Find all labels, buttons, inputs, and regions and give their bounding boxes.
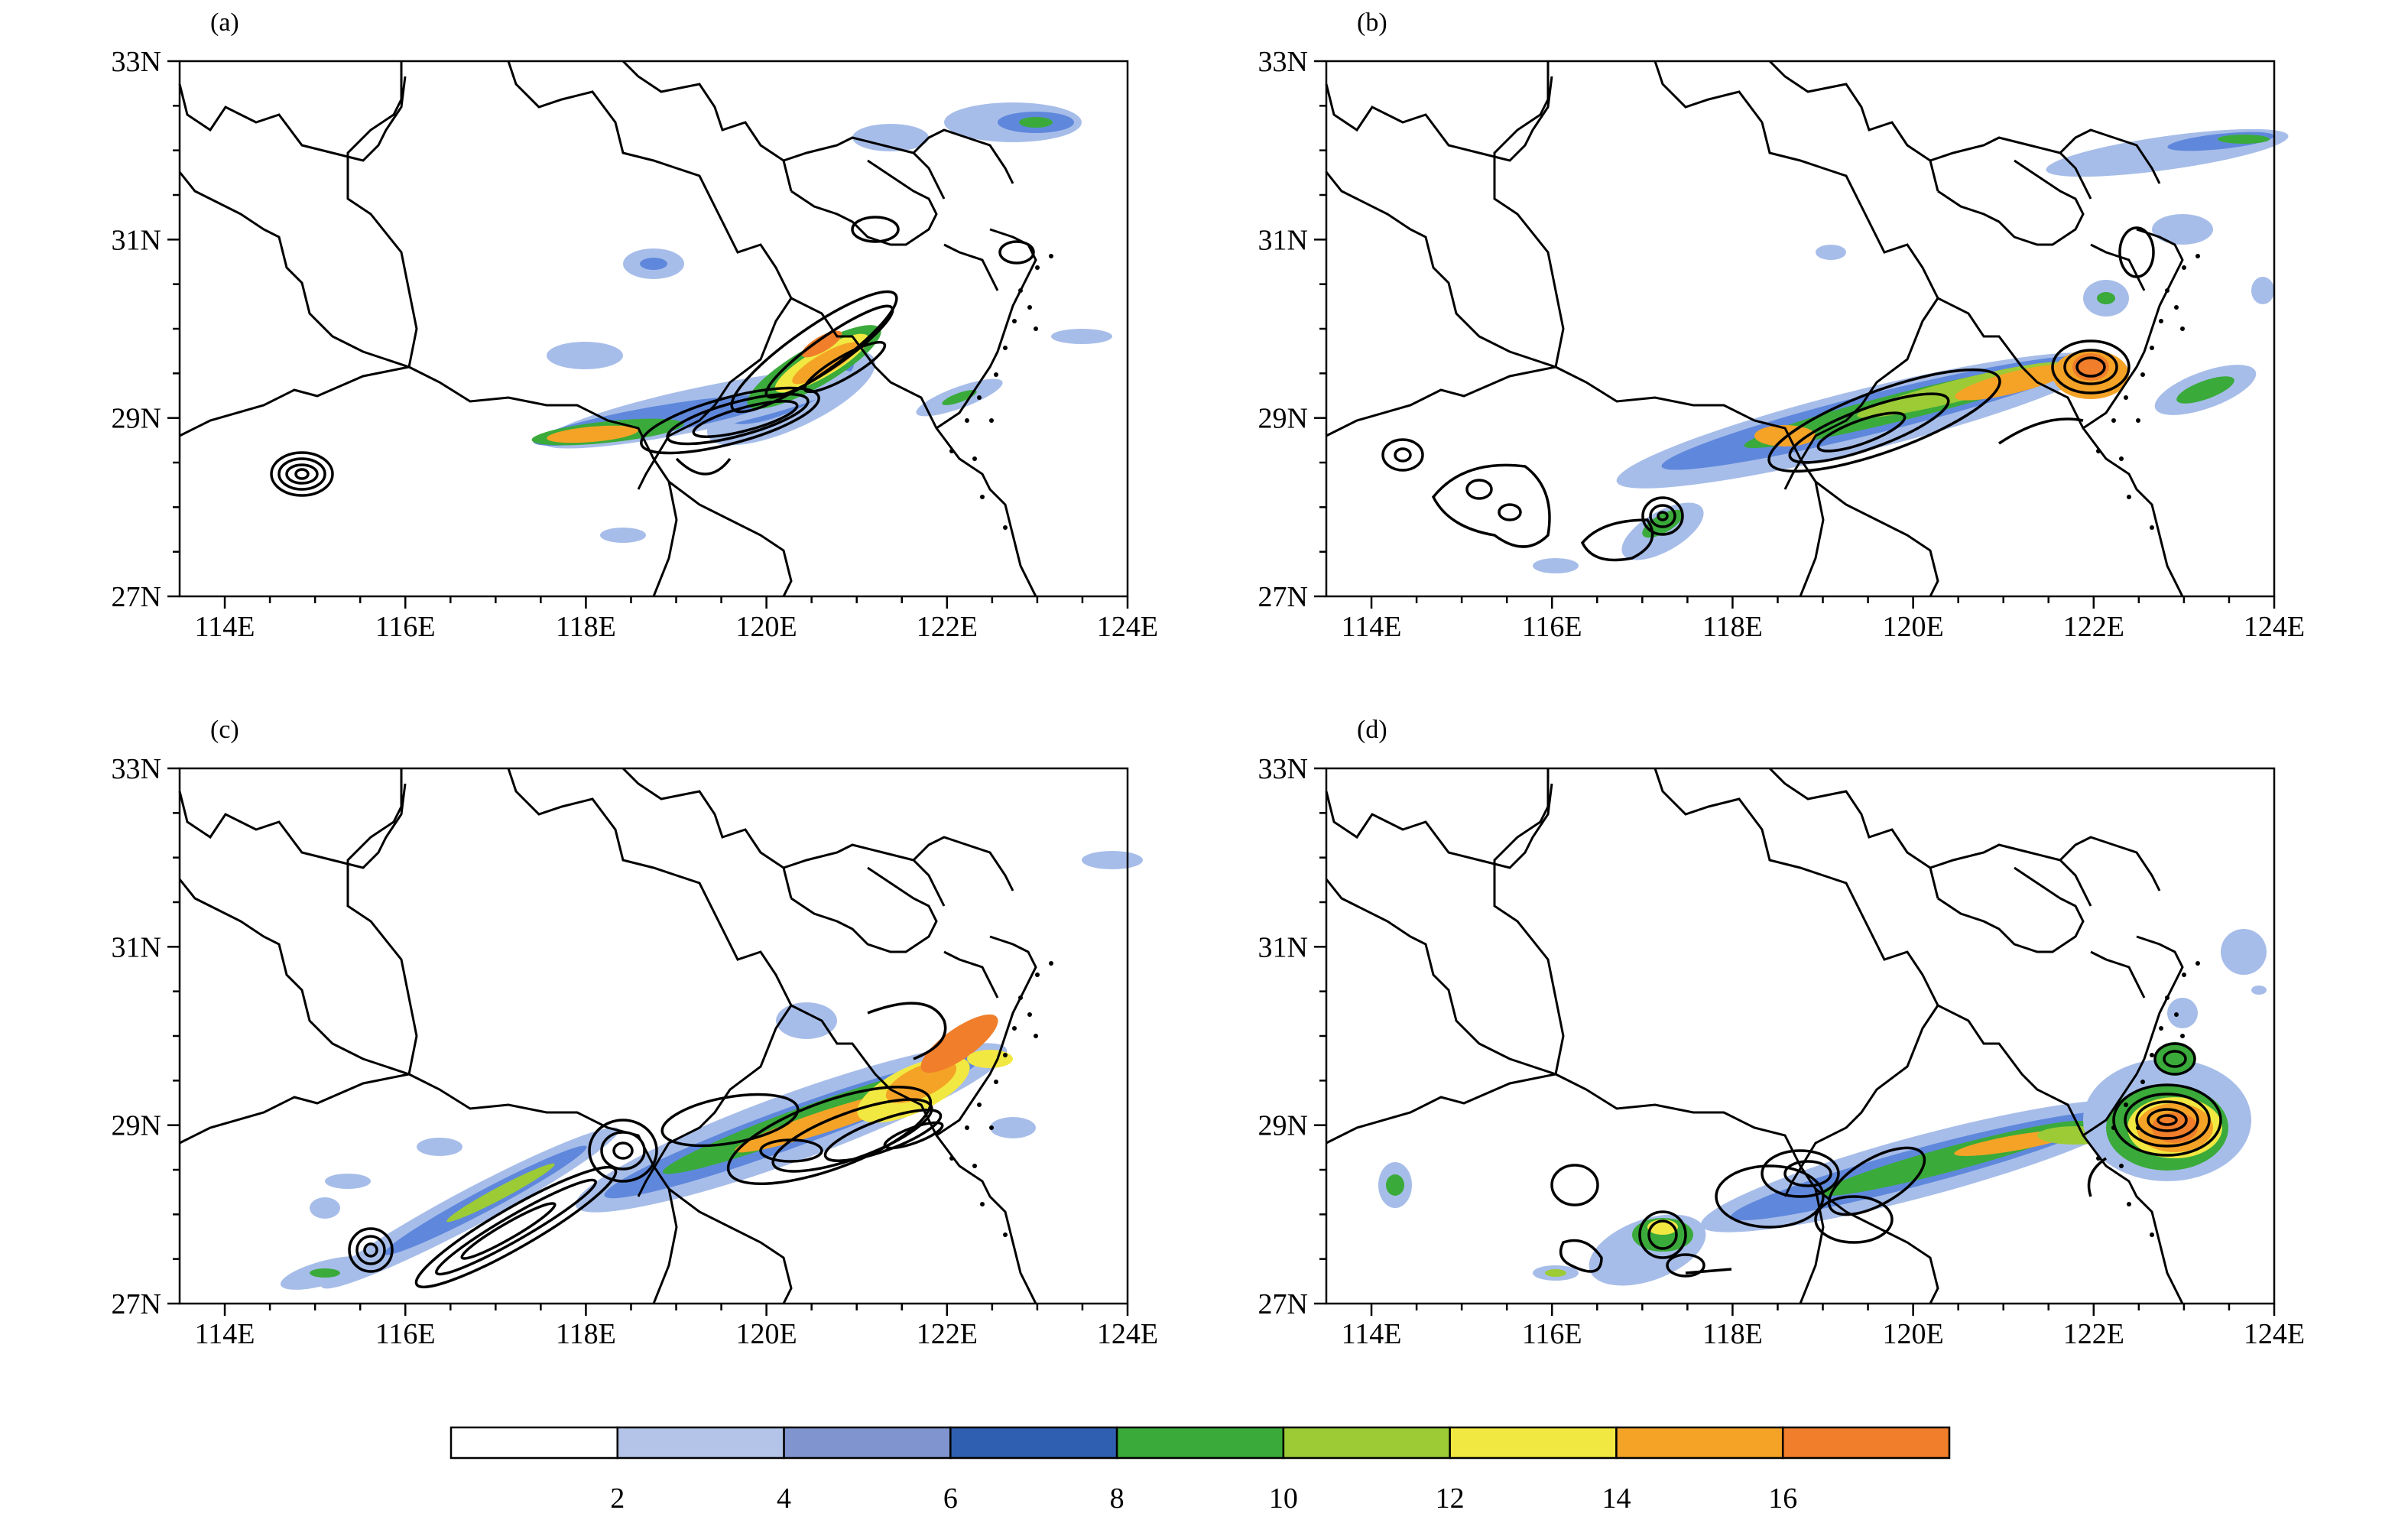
colorbar-swatch — [1449, 1426, 1618, 1460]
lon-tick-label: 116E — [1522, 1318, 1582, 1350]
panel-a: (a) — [178, 8, 1129, 598]
lat-tick-label: 27N — [112, 581, 161, 613]
lat-tick-label: 31N — [1258, 224, 1308, 256]
lat-tick-label: 29N — [1258, 1110, 1308, 1142]
lon-tick-label: 122E — [2063, 1318, 2124, 1350]
colorbar-tick-label: 6 — [943, 1482, 958, 1515]
colorbar-tick-label: 10 — [1269, 1482, 1298, 1515]
lon-tick-label: 124E — [1097, 611, 1158, 643]
contour-lines — [348, 1002, 947, 1289]
lat-tick-label: 31N — [112, 931, 161, 963]
panel-d: (d) — [1325, 716, 2276, 1305]
panel-label: (b) — [1357, 8, 1387, 37]
lon-tick-label: 116E — [1522, 611, 1582, 643]
panel-axes: 114E 116E 118E 120E 122E 124E 27N 29N 31N 33N — [1258, 753, 2306, 1350]
lat-tick-label: 29N — [112, 1110, 161, 1142]
colorbar-tick-label: 14 — [1602, 1482, 1631, 1515]
lat-tick-label: 33N — [1258, 753, 1308, 785]
panel-label: (a) — [210, 8, 239, 37]
lon-tick-label: 124E — [2244, 1318, 2305, 1350]
lat-tick-label: 33N — [1258, 46, 1308, 78]
panel-axes: 114E 116E 118E 120E 122E 124E 27N 29N 31N 33N — [1258, 46, 2306, 643]
colorbar-swatch — [1781, 1426, 1951, 1460]
lon-tick-label: 124E — [1097, 1318, 1158, 1350]
lon-tick-label: 114E — [1342, 1318, 1402, 1350]
colorbar-swatch — [1115, 1426, 1285, 1460]
lon-tick-label: 116E — [375, 611, 436, 643]
lon-tick-label: 120E — [736, 1318, 797, 1350]
lat-tick-label: 29N — [112, 403, 161, 435]
lon-tick-label: 122E — [917, 611, 978, 643]
colorbar-tick-label: 4 — [777, 1482, 791, 1515]
contour-lines — [270, 216, 1035, 497]
panel-c: (c) — [178, 716, 1143, 1305]
panel-label: (d) — [1357, 716, 1387, 744]
lon-tick-label: 118E — [1702, 611, 1763, 643]
colorbar-swatch — [783, 1426, 952, 1460]
lon-tick-label: 120E — [1883, 1318, 1944, 1350]
panel-b: (b) — [1325, 8, 2289, 598]
lon-tick-label: 114E — [195, 1318, 255, 1350]
colorbar-tick-label: 8 — [1110, 1482, 1124, 1515]
axes-layer: 114E 116E 118E 120E 122E 124E27N29N31N33N114E… — [112, 46, 2306, 1350]
colorbar-swatch — [616, 1426, 785, 1460]
colorbar-swatch — [949, 1426, 1118, 1460]
lon-tick-label: 124E — [2244, 611, 2305, 643]
map-frame — [1325, 60, 2276, 598]
precipitation-shading — [531, 102, 1112, 543]
lon-tick-label: 116E — [375, 1318, 436, 1350]
lat-tick-label: 27N — [1258, 581, 1308, 613]
panel-label: (c) — [210, 716, 239, 744]
lat-tick-label: 31N — [1258, 931, 1308, 963]
colorbar-swatch — [449, 1426, 619, 1460]
colorbar-tick-label: 12 — [1436, 1482, 1465, 1515]
lon-tick-label: 120E — [1883, 611, 1944, 643]
precipitation-shading — [1378, 929, 2267, 1286]
precipitation-shading — [280, 851, 1143, 1290]
lat-tick-label: 33N — [112, 46, 161, 78]
lat-tick-label: 27N — [1258, 1288, 1308, 1320]
colorbar-swatch — [1282, 1426, 1451, 1460]
lat-tick-label: 31N — [112, 224, 161, 256]
lat-tick-label: 27N — [112, 1288, 161, 1320]
lon-tick-label: 122E — [2063, 611, 2124, 643]
panel-axes: 114E 116E 118E 120E 122E 124E 27N 29N 31N 33N — [112, 46, 1159, 643]
colorbar-swatch — [1615, 1426, 1784, 1460]
contour-lines — [1550, 1042, 2222, 1278]
lon-tick-label: 114E — [1342, 611, 1402, 643]
contour-lines — [1381, 226, 2155, 562]
map-frame — [178, 60, 1129, 598]
lon-tick-label: 114E — [195, 611, 255, 643]
colorbar-tick-label: 16 — [1768, 1482, 1797, 1515]
colorbar-tick-label: 2 — [610, 1482, 625, 1515]
lon-tick-label: 118E — [556, 611, 616, 643]
colorbar: 2 4 6 8 10 12 14 16 — [449, 1426, 1951, 1515]
lon-tick-label: 122E — [917, 1318, 978, 1350]
lon-tick-label: 118E — [556, 1318, 616, 1350]
lat-tick-label: 29N — [1258, 403, 1308, 435]
lon-tick-label: 118E — [1702, 1318, 1763, 1350]
lat-tick-label: 33N — [112, 753, 161, 785]
lon-tick-label: 120E — [736, 611, 797, 643]
panel-axes: 114E 116E 118E 120E 122E 124E 27N 29N 31N 33N — [112, 753, 1159, 1350]
